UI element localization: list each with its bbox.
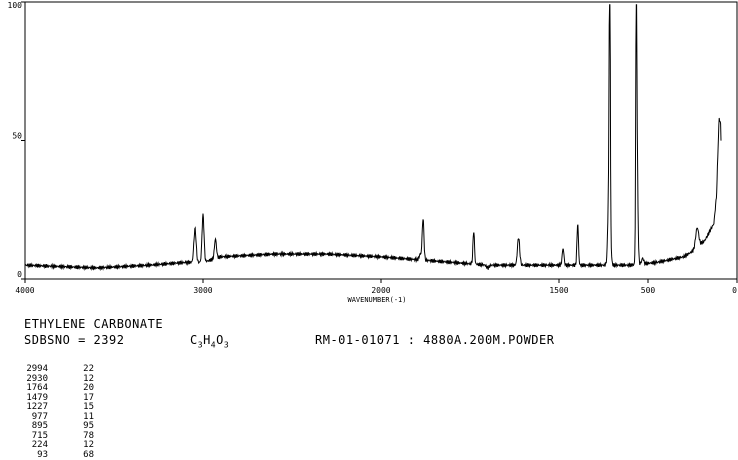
x-tick-label: 3000 <box>193 286 212 295</box>
x-tick-label: 0 <box>732 286 737 295</box>
spectrum-chart: 4000 3000 2000 1500 500 0 0 50 100 WAVENUMBER(-… <box>0 0 738 310</box>
x-tick-label: 1500 <box>549 286 568 295</box>
peak-wavenumber: 715 <box>22 432 76 442</box>
compound-name: ETHYLENE CARBONATE <box>24 317 163 331</box>
x-axis-ticks: 4000 3000 2000 1500 500 0 <box>15 279 737 295</box>
x-tick-label: 2000 <box>371 286 390 295</box>
peak-wavenumber: 93 <box>22 451 76 460</box>
peak-wavenumber: 224 <box>22 441 76 451</box>
sdbs-number: SDBSNO = 2392 <box>24 333 124 347</box>
measurement-method: RM-01-01071 : 4880A.200M.POWDER <box>315 333 554 347</box>
x-tick-label: 500 <box>641 286 656 295</box>
peak-wavenumber: 895 <box>22 422 76 432</box>
x-tick-label: 4000 <box>15 286 34 295</box>
peak-intensity: 68 <box>76 451 94 460</box>
peak-wavenumber: 1227 <box>22 403 76 413</box>
y-tick-label: 0 <box>17 270 22 279</box>
x-axis-title: WAVENUMBER(-1) <box>347 296 406 304</box>
molecular-formula: C3H4O3 <box>190 333 229 352</box>
y-axis-ticks: 0 50 100 <box>8 1 25 279</box>
peak-wavenumber: 977 <box>22 413 76 423</box>
plot-frame <box>25 2 737 279</box>
y-tick-label: 50 <box>12 132 22 141</box>
spectrum-line <box>25 5 721 270</box>
y-tick-label: 100 <box>8 1 23 10</box>
